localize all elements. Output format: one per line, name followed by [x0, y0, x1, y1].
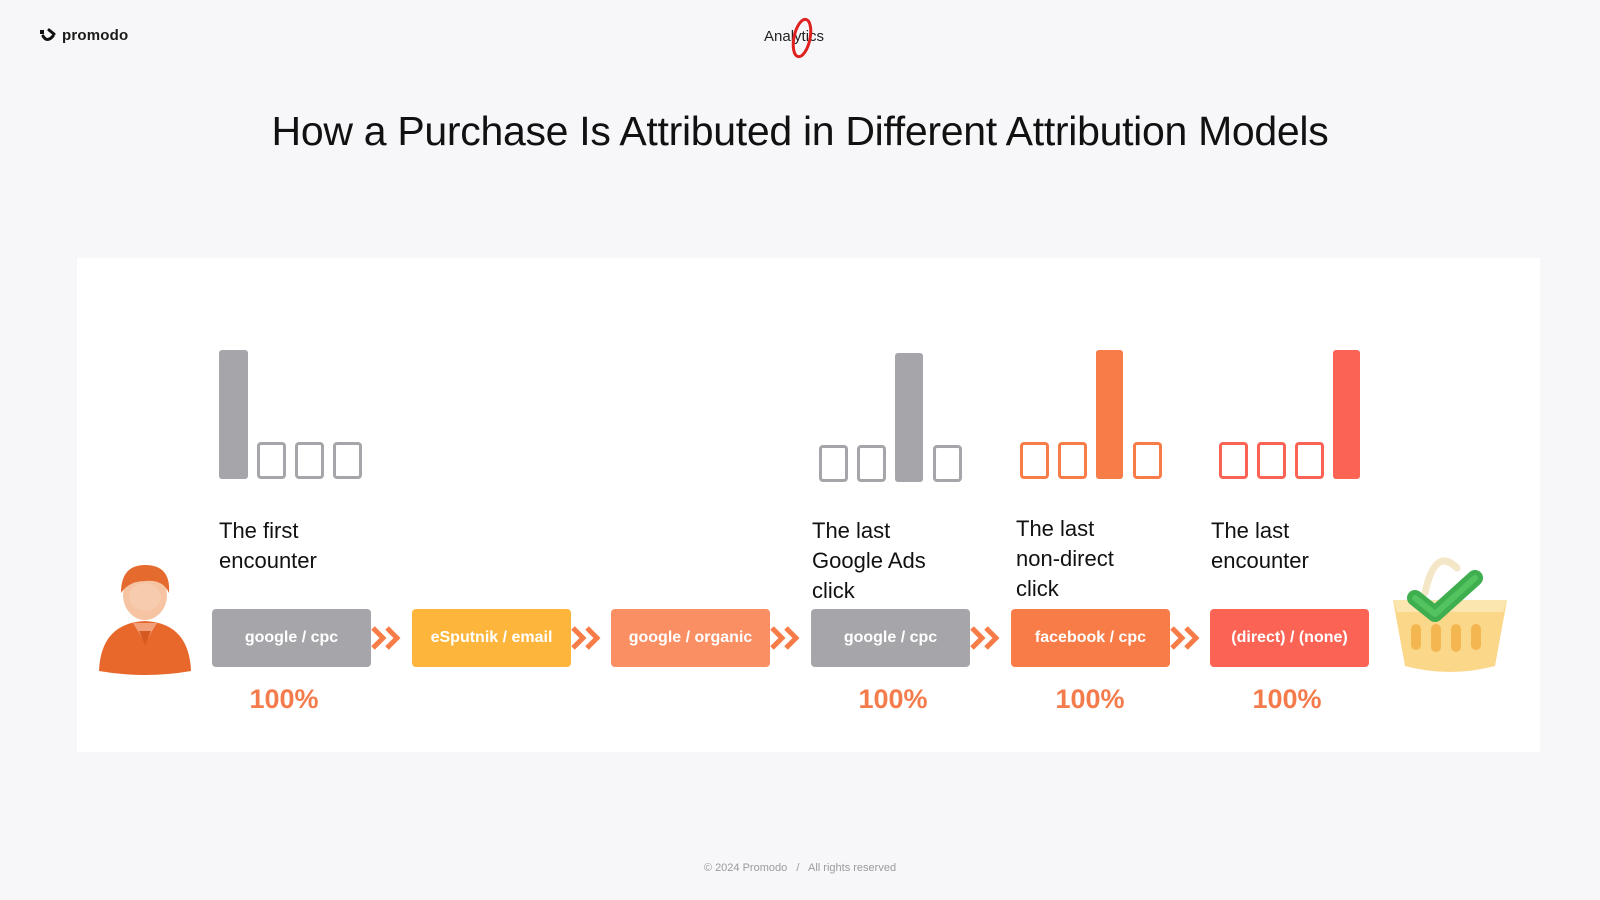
model-percent: 100%: [858, 684, 928, 714]
shopping-basket-icon: [1393, 557, 1507, 672]
model-label-first-encounter: The first encounter: [219, 518, 317, 573]
channel-box: eSputnik / email: [412, 609, 571, 667]
empty-bar: [257, 442, 286, 479]
model-label-last-encounter: The last encounter: [1211, 518, 1309, 573]
channel-box: (direct) / (none): [1210, 609, 1369, 667]
empty-bar: [819, 445, 848, 482]
model-percent: 100%: [1055, 684, 1125, 714]
brand-ring-icon: [791, 17, 813, 59]
channel-box: facebook / cpc: [1011, 609, 1170, 667]
model-percent: 100%: [1252, 684, 1322, 714]
chevron-right-icon: [970, 626, 1000, 650]
credited-bar: [895, 353, 923, 482]
empty-bar: [333, 442, 362, 479]
promodo-logo[interactable]: promodo: [38, 27, 128, 44]
empty-bar: [1295, 442, 1324, 479]
credited-bar: [1333, 350, 1360, 479]
model-label-last-google-ads-click: The last Google Ads click: [812, 518, 926, 603]
empty-bar: [857, 445, 886, 482]
chevron-right-icon: [1170, 626, 1200, 650]
empty-bar: [1257, 442, 1286, 479]
empty-bar: [1219, 442, 1248, 479]
empty-bar: [295, 442, 324, 479]
model-label-last-non-direct-click: The last non-direct click: [1016, 516, 1114, 601]
promodo-logo-icon: [40, 28, 56, 41]
footer: © 2024 Promodo / All rights reserved: [0, 862, 1600, 874]
empty-bar: [1058, 442, 1087, 479]
empty-bar: [933, 445, 962, 482]
attribution-diagram: The first encounter The last Google Ads …: [77, 258, 1540, 752]
page-title: How a Purchase Is Attributed in Differen…: [271, 108, 1329, 154]
model-percent: 100%: [249, 684, 319, 714]
customer-icon: [99, 565, 191, 675]
credited-bar: [1096, 350, 1123, 479]
footer-copyright: © 2024 Promodo: [703, 862, 788, 874]
footer-separator: /: [796, 862, 800, 874]
chevron-right-icon: [770, 626, 800, 650]
channel-box: google / cpc: [811, 609, 970, 667]
empty-bar: [1133, 442, 1162, 479]
chevron-right-icon: [571, 626, 601, 650]
chevron-right-icon: [371, 626, 401, 650]
credited-bar: [219, 350, 248, 479]
channel-box: google / cpc: [212, 609, 371, 667]
footer-rights: All rights reserved: [808, 862, 897, 874]
analytics-brand: Analytics: [760, 16, 850, 60]
channel-box: google / organic: [611, 609, 770, 667]
empty-bar: [1020, 442, 1049, 479]
logo-text: promodo: [62, 27, 129, 44]
